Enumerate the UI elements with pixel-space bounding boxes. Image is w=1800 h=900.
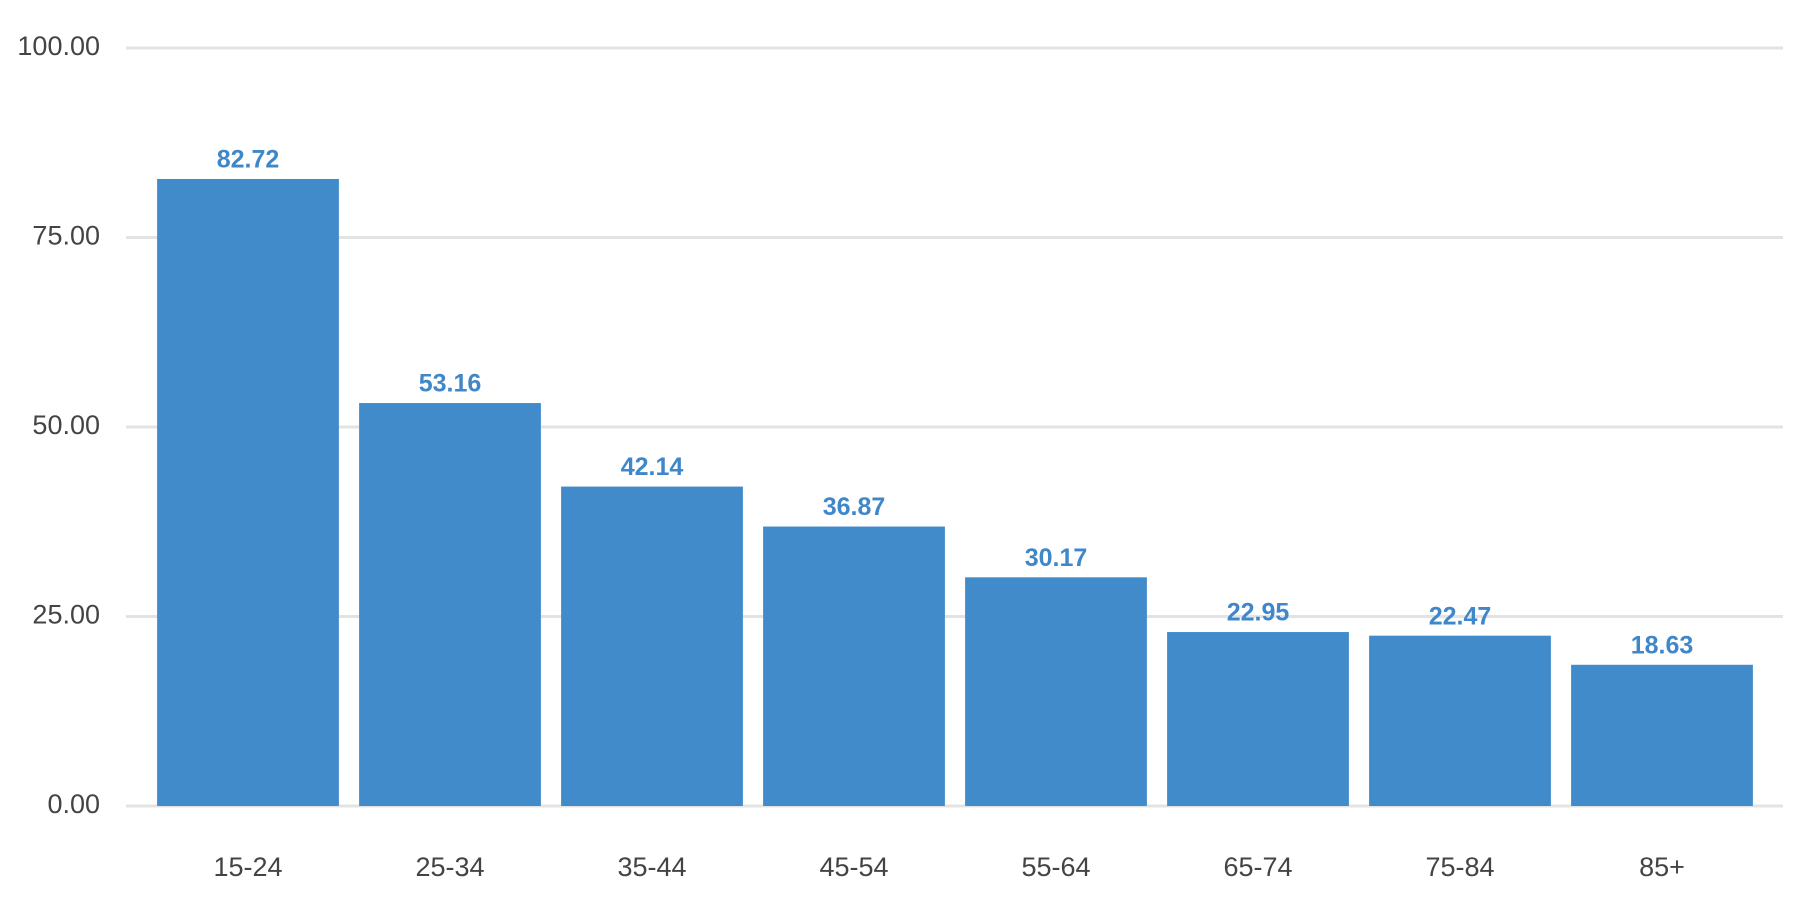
value-label: 22.95: [1227, 599, 1290, 627]
value-label: 42.14: [621, 453, 684, 481]
value-label: 53.16: [419, 370, 482, 398]
x-tick-label: 45-54: [819, 852, 888, 882]
bar: [157, 178, 339, 806]
x-tick-label: 75-84: [1425, 852, 1494, 882]
x-tick-label: 85+: [1639, 852, 1685, 882]
x-tick-label: 35-44: [617, 852, 686, 882]
x-tick-label: 25-34: [415, 852, 484, 882]
bar: [965, 577, 1147, 806]
bar: [763, 526, 945, 806]
y-tick-label: 75.00: [32, 221, 100, 251]
bar: [1167, 632, 1349, 806]
bar: [359, 403, 541, 806]
value-label: 82.72: [217, 146, 280, 174]
value-label: 18.63: [1631, 631, 1694, 659]
bar: [1369, 635, 1551, 806]
y-tick-label: 50.00: [32, 410, 100, 440]
x-tick-label: 15-24: [213, 852, 282, 882]
x-tick-label: 65-74: [1223, 852, 1292, 882]
y-tick-label: 25.00: [32, 600, 100, 630]
value-label: 22.47: [1429, 602, 1492, 630]
value-label: 30.17: [1025, 544, 1088, 572]
x-tick-label: 55-64: [1021, 852, 1090, 882]
y-tick-label: 0.00: [47, 789, 100, 819]
value-label: 36.87: [823, 493, 886, 521]
bar: [561, 486, 743, 806]
y-tick-label: 100.00: [17, 31, 100, 61]
bar: [1571, 664, 1753, 806]
